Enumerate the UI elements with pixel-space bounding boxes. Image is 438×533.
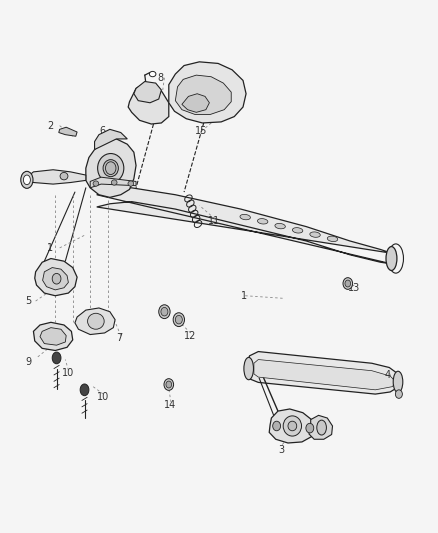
Text: 2: 2: [47, 120, 53, 131]
Ellipse shape: [93, 181, 99, 186]
Ellipse shape: [88, 313, 104, 329]
Text: 10: 10: [97, 392, 109, 402]
Polygon shape: [175, 75, 231, 115]
Ellipse shape: [52, 352, 61, 364]
Text: 5: 5: [25, 296, 31, 306]
Ellipse shape: [345, 280, 351, 287]
Polygon shape: [309, 415, 332, 439]
Ellipse shape: [310, 232, 320, 237]
Polygon shape: [182, 94, 209, 112]
Ellipse shape: [293, 228, 303, 233]
Text: 1: 1: [241, 290, 247, 301]
Text: 3: 3: [278, 445, 284, 455]
Ellipse shape: [52, 273, 61, 284]
Ellipse shape: [306, 423, 314, 433]
Ellipse shape: [396, 390, 403, 398]
Ellipse shape: [386, 247, 397, 270]
Ellipse shape: [173, 313, 184, 327]
Text: 13: 13: [348, 283, 360, 293]
Polygon shape: [134, 82, 161, 103]
Text: 10: 10: [62, 368, 74, 378]
Ellipse shape: [21, 171, 33, 188]
Circle shape: [106, 162, 116, 174]
Ellipse shape: [80, 384, 89, 395]
Text: 4: 4: [385, 370, 391, 381]
Polygon shape: [86, 139, 136, 197]
Ellipse shape: [149, 71, 156, 77]
Ellipse shape: [273, 421, 281, 431]
Polygon shape: [40, 328, 66, 345]
Ellipse shape: [288, 421, 297, 431]
Ellipse shape: [164, 378, 173, 390]
Polygon shape: [59, 127, 77, 136]
Polygon shape: [269, 409, 315, 443]
Text: 14: 14: [164, 400, 177, 410]
Text: 8: 8: [158, 73, 164, 83]
Ellipse shape: [161, 308, 168, 316]
Ellipse shape: [327, 236, 338, 241]
Text: 9: 9: [25, 357, 31, 367]
Ellipse shape: [275, 223, 285, 229]
Text: 11: 11: [208, 216, 220, 227]
Text: 1: 1: [47, 243, 53, 253]
Polygon shape: [90, 177, 136, 188]
Polygon shape: [254, 360, 396, 390]
Ellipse shape: [258, 219, 268, 224]
Polygon shape: [128, 83, 169, 124]
Ellipse shape: [111, 180, 117, 185]
Text: 12: 12: [184, 330, 197, 341]
Ellipse shape: [159, 305, 170, 319]
Ellipse shape: [393, 371, 403, 392]
Polygon shape: [169, 62, 246, 123]
Polygon shape: [27, 169, 86, 184]
Ellipse shape: [103, 160, 118, 176]
Ellipse shape: [317, 420, 326, 435]
Ellipse shape: [98, 154, 124, 183]
Ellipse shape: [244, 358, 254, 379]
Polygon shape: [97, 188, 392, 264]
Ellipse shape: [343, 278, 353, 289]
Ellipse shape: [23, 175, 30, 184]
Polygon shape: [35, 259, 77, 296]
Polygon shape: [75, 308, 115, 335]
Ellipse shape: [240, 214, 251, 220]
Ellipse shape: [128, 181, 134, 186]
Polygon shape: [42, 268, 68, 290]
Text: 15: 15: [195, 126, 207, 136]
Polygon shape: [246, 352, 400, 394]
Ellipse shape: [166, 381, 172, 388]
Ellipse shape: [283, 416, 301, 436]
Ellipse shape: [60, 172, 68, 180]
Polygon shape: [95, 130, 127, 150]
Text: 6: 6: [99, 126, 105, 136]
Ellipse shape: [175, 316, 182, 324]
Text: 7: 7: [117, 333, 123, 343]
Polygon shape: [33, 322, 73, 351]
